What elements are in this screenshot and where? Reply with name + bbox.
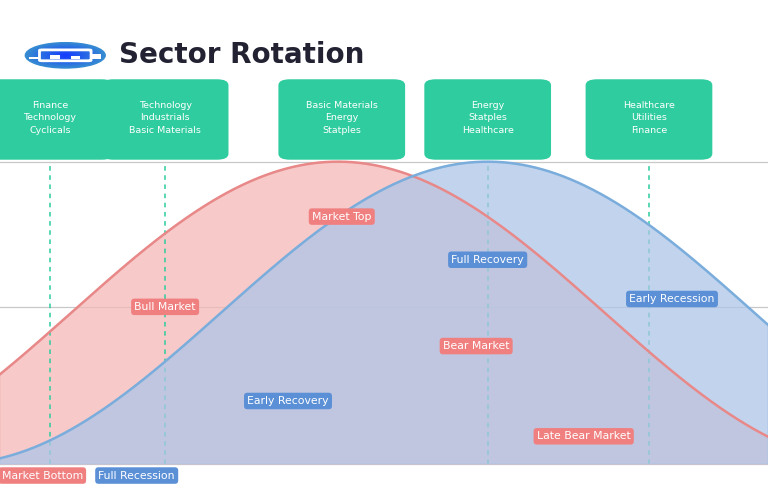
FancyBboxPatch shape: [71, 56, 81, 59]
FancyBboxPatch shape: [91, 54, 101, 59]
Text: Market Bottom: Market Bottom: [2, 470, 83, 480]
Ellipse shape: [53, 51, 78, 59]
FancyBboxPatch shape: [424, 79, 551, 160]
Ellipse shape: [38, 46, 93, 64]
FancyBboxPatch shape: [29, 57, 39, 59]
Ellipse shape: [35, 46, 95, 65]
Ellipse shape: [61, 54, 69, 57]
Ellipse shape: [43, 48, 88, 62]
Ellipse shape: [28, 43, 103, 67]
Text: Technology
Industrials
Basic Materials: Technology Industrials Basic Materials: [129, 101, 201, 135]
Ellipse shape: [49, 50, 81, 60]
Ellipse shape: [41, 48, 89, 63]
Ellipse shape: [58, 53, 73, 58]
Ellipse shape: [63, 55, 68, 56]
Text: Full Recovery: Full Recovery: [452, 255, 524, 265]
Ellipse shape: [59, 53, 71, 57]
Ellipse shape: [51, 51, 79, 60]
Text: Early Recession: Early Recession: [629, 294, 715, 304]
Ellipse shape: [33, 45, 98, 65]
Text: Late Bear Market: Late Bear Market: [537, 431, 631, 441]
FancyBboxPatch shape: [50, 55, 60, 59]
Ellipse shape: [55, 52, 75, 58]
Text: Sector Rotation: Sector Rotation: [119, 41, 364, 69]
Text: Healthcare
Utilities
Finance: Healthcare Utilities Finance: [623, 101, 675, 135]
Ellipse shape: [48, 50, 83, 61]
FancyBboxPatch shape: [278, 79, 406, 160]
Text: Basic Materials
Energy
Statples: Basic Materials Energy Statples: [306, 101, 378, 135]
FancyBboxPatch shape: [101, 79, 229, 160]
Text: Market Top: Market Top: [312, 212, 372, 222]
Ellipse shape: [45, 49, 85, 62]
Ellipse shape: [25, 43, 105, 68]
Text: Full Recession: Full Recession: [98, 470, 175, 480]
Ellipse shape: [39, 47, 91, 63]
Ellipse shape: [31, 45, 99, 66]
Text: Bear Market: Bear Market: [443, 341, 509, 351]
Text: Early Recovery: Early Recovery: [247, 396, 329, 406]
Text: Bull Market: Bull Market: [134, 302, 196, 312]
FancyBboxPatch shape: [0, 79, 114, 160]
FancyBboxPatch shape: [585, 79, 712, 160]
Text: Energy
Statples
Healthcare: Energy Statples Healthcare: [462, 101, 514, 135]
Text: Finance
Technology
Cyclicals: Finance Technology Cyclicals: [23, 101, 77, 135]
Ellipse shape: [29, 44, 101, 67]
